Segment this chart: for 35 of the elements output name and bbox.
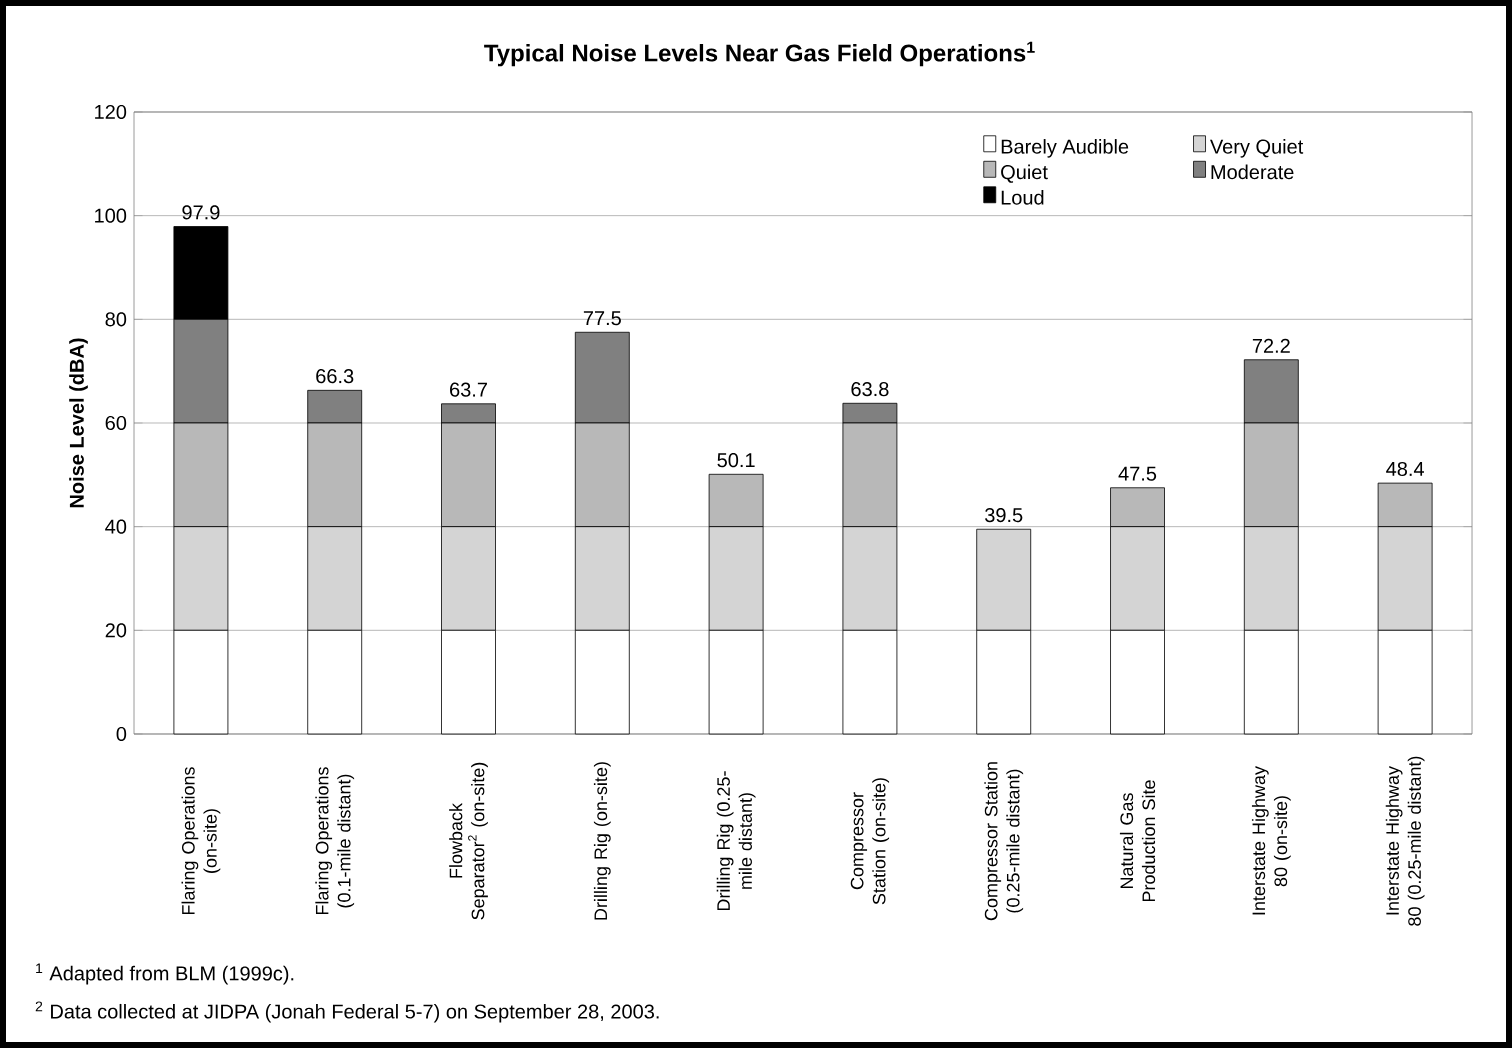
text: $^{1}$ Adapted from BLM (1999c). (36, 963, 294, 985)
total-label: 39.5 (985, 508, 1023, 523)
legend-label: Very Quiet (1210, 139, 1304, 158)
total-label: 97.9 (182, 205, 220, 220)
y-tick-label: 120 (95, 104, 127, 120)
x-tick-label: Interstate Highway 80 (0.25-mile distant) (1385, 756, 1425, 926)
text: $^{2}$ Data collected at JIDPA (Jonah Federal 5-7) on September 28, 2003. (35, 1001, 659, 1023)
x-tick-label: Compressor Station (0.25-mile distant) (984, 762, 1024, 921)
y-tick-label: 0 (116, 726, 127, 742)
legend-label: Barely Audible (1001, 139, 1129, 158)
y-tick-label: 80 (105, 312, 127, 327)
y-tick-label: 60 (105, 415, 127, 431)
x-tick-label: Compressor Station (on-site) (850, 778, 890, 905)
total-label: 63.7 (450, 382, 487, 397)
y-tick-label: 40 (105, 519, 127, 534)
chart-title: Typical Noise Levels Near Gas Field Operations$^{1}$ (484, 41, 1035, 67)
total-label: 50.1 (717, 453, 755, 468)
total-label: 63.8 (851, 382, 889, 397)
legend-label: Loud (1001, 190, 1044, 205)
x-tick-label: Natural Gas Production Site (1119, 780, 1156, 902)
x-tick-label: Flaring Operations (0.1-mile distant) (315, 767, 355, 915)
total-label: 48.4 (1386, 461, 1424, 477)
x-tick-label: Drilling Rig (0.25-mile distant) (716, 771, 756, 911)
total-label: 72.2 (1252, 338, 1290, 353)
y-tick-label: 20 (105, 623, 127, 638)
x-tick-label: Flaring Operations (on-site) (181, 767, 221, 915)
total-label: 66.3 (316, 369, 354, 384)
total-label: 77.5 (583, 311, 621, 326)
total-label: 47.5 (1118, 466, 1157, 481)
x-tick-label: Drilling Rig (on-site) (593, 762, 611, 920)
y-axis-title: Noise Level (dBA) (69, 338, 88, 508)
legend-label: Moderate (1211, 164, 1294, 180)
x-tick-label: Interstate Highway 80 (on-site) (1251, 766, 1291, 915)
y-tick-label: 100 (95, 208, 127, 223)
legend-label: Quiet (1001, 164, 1048, 183)
